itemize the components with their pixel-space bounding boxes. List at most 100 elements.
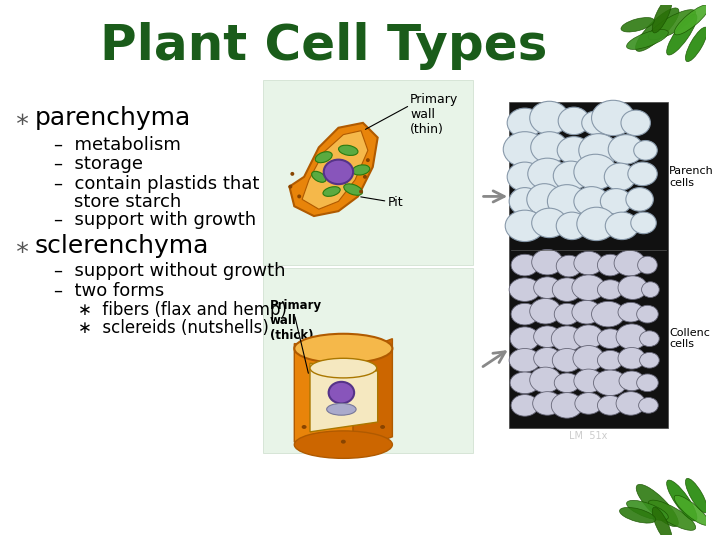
Ellipse shape xyxy=(638,256,657,274)
Ellipse shape xyxy=(509,187,541,215)
Ellipse shape xyxy=(302,425,307,429)
Text: LM  51x: LM 51x xyxy=(570,431,608,441)
Ellipse shape xyxy=(614,251,646,276)
Ellipse shape xyxy=(534,326,561,348)
Ellipse shape xyxy=(621,17,654,32)
Ellipse shape xyxy=(582,111,609,134)
Ellipse shape xyxy=(297,194,301,198)
Ellipse shape xyxy=(572,275,606,300)
Ellipse shape xyxy=(557,212,588,240)
Text: ∗  fibers (flax and hemp): ∗ fibers (flax and hemp) xyxy=(78,301,287,319)
Ellipse shape xyxy=(323,187,340,197)
Ellipse shape xyxy=(552,278,582,301)
Ellipse shape xyxy=(527,184,562,215)
Polygon shape xyxy=(289,123,378,216)
Ellipse shape xyxy=(507,108,542,138)
Ellipse shape xyxy=(334,176,348,184)
Ellipse shape xyxy=(528,158,567,190)
Ellipse shape xyxy=(618,276,647,299)
Ellipse shape xyxy=(531,249,563,275)
Text: Pit: Pit xyxy=(387,197,403,210)
Ellipse shape xyxy=(327,403,356,415)
Ellipse shape xyxy=(604,163,636,191)
Ellipse shape xyxy=(533,392,562,415)
Ellipse shape xyxy=(616,392,646,415)
FancyBboxPatch shape xyxy=(509,102,668,428)
Ellipse shape xyxy=(507,162,542,192)
Polygon shape xyxy=(353,339,392,451)
Ellipse shape xyxy=(534,348,561,369)
Ellipse shape xyxy=(574,154,617,190)
Ellipse shape xyxy=(574,187,609,216)
Ellipse shape xyxy=(577,207,616,241)
Text: ∗: ∗ xyxy=(14,108,30,132)
Ellipse shape xyxy=(618,302,644,322)
Ellipse shape xyxy=(652,507,672,540)
Ellipse shape xyxy=(598,396,623,415)
Text: Collenc
cells: Collenc cells xyxy=(669,328,710,349)
Ellipse shape xyxy=(674,495,709,525)
Ellipse shape xyxy=(685,27,708,62)
Ellipse shape xyxy=(557,137,590,164)
Ellipse shape xyxy=(606,212,639,240)
Polygon shape xyxy=(302,131,368,209)
Ellipse shape xyxy=(531,208,567,238)
Ellipse shape xyxy=(294,431,392,458)
Ellipse shape xyxy=(592,301,625,327)
Text: Primary
wall
(thick): Primary wall (thick) xyxy=(270,299,322,342)
Text: –  support with growth: – support with growth xyxy=(54,211,256,229)
Ellipse shape xyxy=(573,346,604,371)
Ellipse shape xyxy=(685,478,708,513)
Ellipse shape xyxy=(598,329,623,348)
Ellipse shape xyxy=(636,484,678,526)
Ellipse shape xyxy=(572,300,601,324)
Ellipse shape xyxy=(626,501,668,520)
Ellipse shape xyxy=(310,358,377,378)
Ellipse shape xyxy=(639,397,658,413)
Ellipse shape xyxy=(530,367,561,393)
Ellipse shape xyxy=(558,107,590,134)
Ellipse shape xyxy=(636,8,679,51)
Ellipse shape xyxy=(352,165,370,175)
Ellipse shape xyxy=(634,140,657,160)
Ellipse shape xyxy=(363,175,367,179)
Ellipse shape xyxy=(639,353,660,368)
Ellipse shape xyxy=(530,102,569,134)
Ellipse shape xyxy=(636,305,658,323)
Ellipse shape xyxy=(593,370,627,396)
Text: parenchyma: parenchyma xyxy=(35,106,191,130)
Ellipse shape xyxy=(621,110,650,136)
Polygon shape xyxy=(310,363,378,432)
Ellipse shape xyxy=(289,185,292,188)
Ellipse shape xyxy=(328,382,354,403)
Ellipse shape xyxy=(598,350,623,370)
Ellipse shape xyxy=(509,278,541,301)
FancyArrowPatch shape xyxy=(483,191,504,202)
Ellipse shape xyxy=(592,100,635,136)
Text: Plant Cell Types: Plant Cell Types xyxy=(100,22,547,70)
Ellipse shape xyxy=(343,184,363,195)
Ellipse shape xyxy=(631,212,656,234)
Text: store starch: store starch xyxy=(73,192,181,211)
Ellipse shape xyxy=(598,280,623,299)
Ellipse shape xyxy=(552,393,582,418)
Ellipse shape xyxy=(574,325,603,348)
FancyBboxPatch shape xyxy=(263,80,473,265)
Ellipse shape xyxy=(510,372,539,394)
Ellipse shape xyxy=(618,348,646,369)
Ellipse shape xyxy=(315,152,332,163)
Ellipse shape xyxy=(338,145,358,156)
Ellipse shape xyxy=(648,500,696,530)
FancyArrowPatch shape xyxy=(483,352,505,367)
Text: ∗: ∗ xyxy=(14,235,30,260)
Text: –  two forms: – two forms xyxy=(54,282,164,300)
Ellipse shape xyxy=(294,334,392,363)
Ellipse shape xyxy=(511,395,539,416)
Ellipse shape xyxy=(509,348,541,372)
Ellipse shape xyxy=(579,133,618,167)
Ellipse shape xyxy=(531,132,568,163)
Ellipse shape xyxy=(626,30,668,49)
Ellipse shape xyxy=(505,210,544,241)
Ellipse shape xyxy=(290,172,294,176)
Ellipse shape xyxy=(648,10,696,40)
